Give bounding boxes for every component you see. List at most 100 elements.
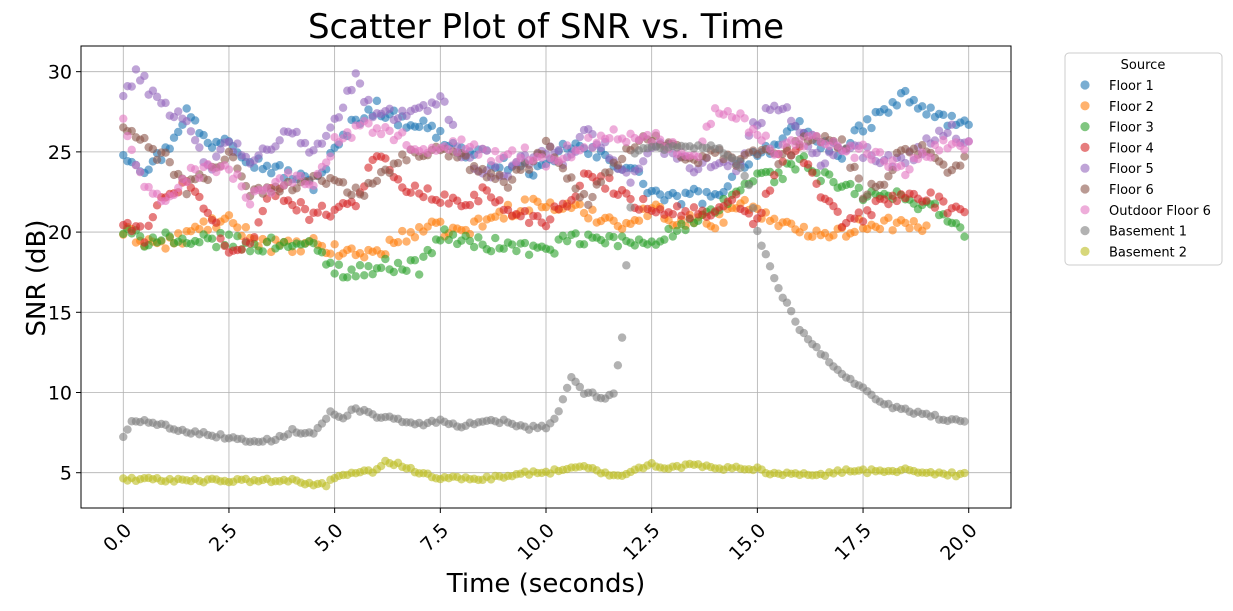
data-point: [237, 245, 246, 254]
data-point: [884, 199, 893, 209]
data-point: [372, 176, 382, 186]
data-point: [499, 244, 508, 253]
data-point: [427, 121, 437, 131]
data-point: [491, 233, 500, 243]
data-point: [913, 154, 923, 164]
data-point: [803, 160, 813, 169]
data-point: [892, 196, 902, 206]
data-point: [503, 183, 513, 192]
data-point: [182, 116, 191, 126]
data-point: [220, 241, 229, 251]
data-point: [507, 146, 517, 155]
data-point: [858, 217, 868, 226]
data-point: [562, 202, 572, 211]
data-point: [216, 234, 225, 243]
legend-marker: [1080, 122, 1090, 132]
data-point: [385, 168, 394, 178]
data-point: [863, 115, 872, 124]
data-point: [161, 148, 170, 157]
data-point: [338, 103, 348, 112]
data-point: [406, 188, 415, 197]
data-point: [398, 226, 407, 236]
data-point: [148, 86, 158, 95]
data-point: [922, 196, 931, 205]
data-point: [960, 417, 969, 426]
data-point: [279, 180, 289, 190]
data-point: [241, 152, 251, 162]
legend-label: Floor 5: [1109, 162, 1154, 177]
data-point: [541, 221, 551, 231]
legend-marker: [1080, 184, 1090, 194]
data-point: [347, 133, 356, 143]
data-point: [799, 152, 809, 161]
data-point: [689, 203, 699, 212]
data-point: [617, 154, 627, 164]
legend-marker: [1080, 142, 1090, 152]
data-point: [123, 131, 132, 141]
data-point: [127, 82, 136, 91]
data-point: [609, 125, 618, 134]
data-point: [799, 142, 809, 151]
data-point: [144, 221, 153, 231]
data-point: [524, 218, 534, 228]
data-point: [135, 222, 145, 231]
data-point: [313, 169, 322, 179]
data-point: [360, 253, 369, 262]
data-point: [791, 317, 800, 326]
data-point: [224, 165, 234, 174]
data-point: [161, 244, 170, 253]
data-point: [909, 144, 918, 153]
data-point: [520, 206, 530, 216]
data-point: [837, 135, 847, 144]
data-point: [732, 156, 741, 165]
data-point: [385, 126, 394, 136]
data-point: [305, 215, 314, 225]
data-point: [867, 123, 876, 133]
data-point: [588, 192, 597, 202]
data-point: [896, 161, 906, 170]
data-point: [575, 132, 585, 142]
data-point: [368, 269, 377, 279]
data-point: [174, 183, 183, 193]
data-point: [309, 146, 318, 155]
x-tick-label: 12.5: [619, 519, 664, 564]
data-point: [681, 225, 690, 235]
data-point: [275, 187, 284, 196]
data-point: [934, 146, 944, 155]
data-point: [355, 79, 365, 88]
data-point: [207, 234, 217, 243]
data-point: [926, 188, 935, 197]
data-point: [212, 242, 221, 252]
data-point: [655, 135, 665, 144]
legend-label: Floor 3: [1109, 121, 1154, 136]
x-tick-label: 17.5: [831, 519, 876, 564]
data-point: [584, 214, 593, 223]
data-point: [245, 239, 255, 248]
data-point: [469, 140, 479, 149]
data-point: [820, 351, 830, 360]
legend-item: Floor 3: [1080, 121, 1154, 136]
data-point: [334, 260, 344, 269]
data-point: [250, 233, 259, 242]
data-point: [867, 155, 876, 164]
legend-title: Source: [1121, 58, 1166, 73]
data-point: [326, 123, 335, 132]
data-point: [956, 161, 965, 170]
data-point: [808, 168, 817, 177]
data-point: [465, 200, 475, 210]
data-point: [474, 233, 483, 242]
data-point: [765, 186, 775, 195]
data-point: [296, 171, 306, 181]
data-point: [837, 154, 847, 163]
data-point: [786, 219, 796, 228]
data-point: [267, 189, 276, 198]
legend-label: Floor 1: [1109, 79, 1154, 94]
data-point: [233, 170, 242, 179]
data-point: [157, 236, 166, 245]
data-point: [719, 218, 728, 227]
data-point: [389, 267, 399, 277]
data-point: [622, 137, 631, 147]
legend-marker: [1080, 101, 1090, 111]
data-point: [562, 141, 572, 150]
data-point: [710, 224, 720, 233]
